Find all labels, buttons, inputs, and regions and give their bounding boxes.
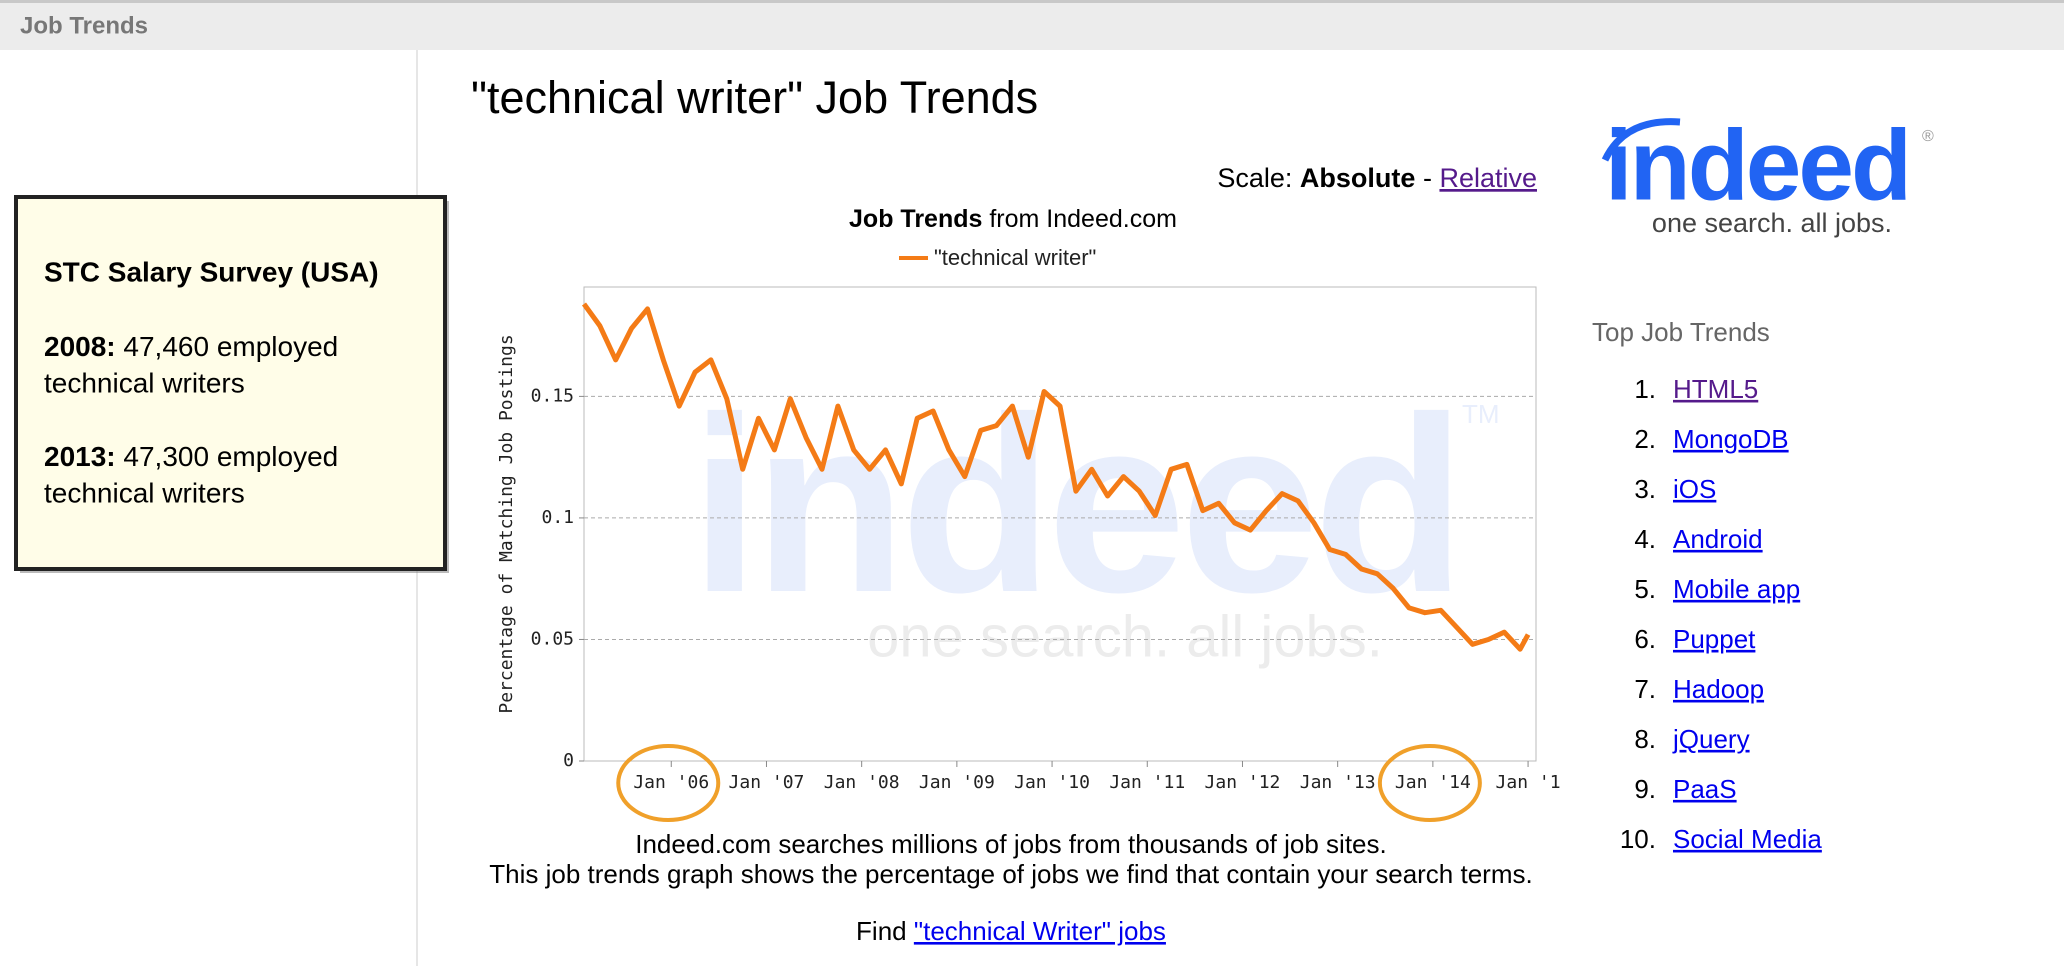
trend-rank: 2. xyxy=(1634,424,1656,454)
x-tick-label: Jan '09 xyxy=(919,772,995,793)
x-tick-label: Jan '08 xyxy=(824,772,900,793)
survey-text: technical writers xyxy=(44,477,245,508)
find-label: Find xyxy=(856,916,907,946)
x-tick-label: Jan '13 xyxy=(1300,772,1376,793)
trend-link[interactable]: Social Media xyxy=(1673,824,1822,854)
chart-title: Job Trends from Indeed.com xyxy=(849,205,1177,233)
chart: Job Trends from Indeed.com "technical wri… xyxy=(496,205,1561,822)
header-bar xyxy=(0,0,2064,50)
trends-list: 1. HTML5 2. MongoDB 3. iOS 4. Android 5. Mobile a… xyxy=(1620,374,1823,854)
data-line xyxy=(581,302,1531,652)
chart-title-bold: Job Trends xyxy=(849,205,982,233)
logo-mark: ® xyxy=(1922,128,1934,145)
trend-link[interactable]: HTML5 xyxy=(1673,374,1758,404)
survey-year: 2008: xyxy=(44,331,116,362)
trend-rank: 5. xyxy=(1634,574,1656,604)
trend-link[interactable]: MongoDB xyxy=(1673,424,1789,454)
survey-entry: 2013: 47,300 employed xyxy=(44,441,338,472)
trend-rank: 6. xyxy=(1634,624,1656,654)
find-link[interactable]: "technical Writer" jobs xyxy=(914,916,1166,946)
header-border xyxy=(0,0,2064,3)
trend-link[interactable]: PaaS xyxy=(1673,774,1737,804)
footer-line: Indeed.com searches millions of jobs fro… xyxy=(635,829,1387,859)
scale-separator: - xyxy=(1423,163,1432,193)
chart-title-suffix: from Indeed.com xyxy=(989,205,1177,233)
x-tick-label: Jan '07 xyxy=(729,772,805,793)
trend-link[interactable]: jQuery xyxy=(1672,724,1750,754)
plot-area xyxy=(583,286,1537,762)
header-title: Job Trends xyxy=(20,12,148,39)
trend-link[interactable]: Puppet xyxy=(1673,624,1756,654)
logo: indeed xyxy=(1605,109,1909,221)
highlight-circle xyxy=(1377,744,1482,822)
watermark-logo: indeed xyxy=(690,365,1460,644)
trend-rank: 9. xyxy=(1634,774,1656,804)
survey-box xyxy=(14,195,447,571)
x-tick-label: Jan '11 xyxy=(1109,772,1185,793)
scale-line: Scale: Absolute - Relative xyxy=(1217,163,1537,193)
survey-text: 47,460 employed xyxy=(123,331,338,362)
logo-swoosh xyxy=(1601,118,1681,162)
scale-label: Scale: xyxy=(1217,163,1292,193)
survey-text: technical writers xyxy=(44,367,245,398)
scale-link[interactable]: Relative xyxy=(1439,163,1537,193)
x-tick-label: Jan '14 xyxy=(1395,772,1471,793)
scale-current: Absolute xyxy=(1300,163,1416,193)
x-tick-label: Jan '06 xyxy=(633,772,709,793)
survey-year: 2013: xyxy=(44,441,116,472)
survey-title: STC Salary Survey (USA) xyxy=(44,256,379,287)
trend-link[interactable]: Hadoop xyxy=(1673,674,1764,704)
footer-find: Find "technical Writer" jobs xyxy=(856,916,1166,946)
y-tick-label: 0.15 xyxy=(531,385,574,406)
trend-rank: 8. xyxy=(1634,724,1656,754)
x-tick-label: Jan '12 xyxy=(1205,772,1281,793)
trend-rank: 3. xyxy=(1634,474,1656,504)
trend-link[interactable]: iOS xyxy=(1673,474,1716,504)
x-tick-label: Jan '1 xyxy=(1496,772,1561,793)
y-tick-label: 0 xyxy=(563,750,574,771)
logo-tagline: one search. all jobs. xyxy=(1652,208,1892,238)
watermark-tagline: one search. all jobs. xyxy=(867,604,1383,669)
trend-rank: 1. xyxy=(1634,374,1656,404)
y-tick-label: 0.1 xyxy=(541,507,574,528)
trend-rank: 4. xyxy=(1634,524,1656,554)
x-tick-label: Jan '10 xyxy=(1014,772,1090,793)
trend-rank: 10. xyxy=(1620,824,1656,854)
trend-link[interactable]: Android xyxy=(1673,524,1763,554)
footer-line: This job trends graph shows the percenta… xyxy=(489,859,1532,889)
y-tick-label: 0.05 xyxy=(531,628,574,649)
legend-label: "technical writer" xyxy=(934,245,1096,270)
trend-link[interactable]: Mobile app xyxy=(1673,574,1800,604)
y-axis-label: Percentage of Matching Job Postings xyxy=(496,334,517,713)
survey-text: 47,300 employed xyxy=(123,441,338,472)
trend-rank: 7. xyxy=(1634,674,1656,704)
watermark-mark: TM xyxy=(1462,399,1500,429)
survey-entry: 2008: 47,460 employed xyxy=(44,331,338,362)
highlight-circle xyxy=(616,744,721,822)
page-title: "technical writer" Job Trends xyxy=(471,72,1038,123)
trends-heading: Top Job Trends xyxy=(1592,317,1770,347)
